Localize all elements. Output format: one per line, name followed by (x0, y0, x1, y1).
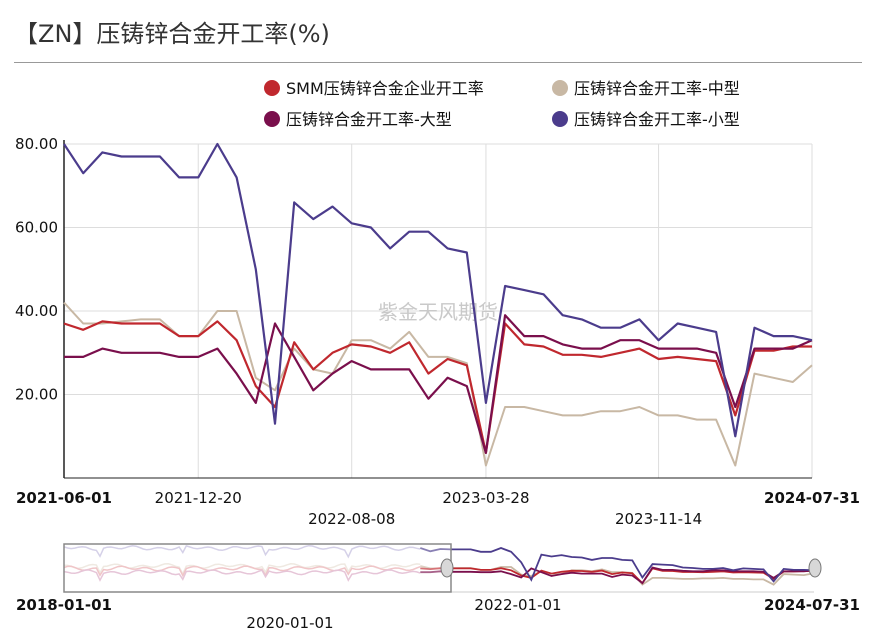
series-line-smm (63, 320, 812, 454)
navigator-series-small (420, 547, 815, 583)
navigator-handle-left[interactable] (440, 558, 454, 578)
legend-label-mid: 压铸锌合金开工率-中型 (574, 79, 740, 98)
legend-marker-mid[interactable] (552, 80, 568, 96)
navigator-history-small (63, 544, 421, 559)
y-tick-label: 20.00 (15, 386, 58, 404)
y-tick-label: 40.00 (15, 302, 58, 320)
legend-label-large: 压铸锌合金开工率-大型 (286, 110, 452, 129)
legend-marker-large[interactable] (264, 111, 280, 127)
legend-marker-smm[interactable] (264, 80, 280, 96)
x-tick-label: 2022-08-08 (308, 510, 395, 528)
navigator-series-smm (420, 567, 814, 585)
series-line-mid (63, 301, 813, 467)
navigator-tick-label: 2024-07-31 (764, 596, 860, 614)
y-tick-label: 60.00 (15, 219, 58, 237)
navigator-tick-label: 2018-01-01 (16, 596, 112, 614)
navigator-tick-label: 2020-01-01 (246, 614, 333, 632)
navigator-window[interactable] (63, 543, 452, 593)
navigator-tick-label: 2022-01-01 (474, 596, 561, 614)
x-tick-label: 2021-06-01 (16, 489, 112, 507)
navigator-history-large (63, 569, 421, 582)
y-tick-label: 80.00 (15, 135, 58, 153)
x-tick-label: 2023-11-14 (615, 510, 702, 528)
series-line-large (64, 314, 813, 454)
navigator-handle-right[interactable] (808, 558, 822, 578)
legend-label-smm: SMM压铸锌合金企业开工率 (286, 79, 484, 98)
x-tick-label: 2021-12-20 (155, 489, 242, 507)
chart-title: 【ZN】压铸锌合金开工率(%) (14, 20, 330, 48)
navigator-history-smm (63, 565, 421, 578)
legend-label-small: 压铸锌合金开工率-小型 (574, 110, 740, 129)
series-line-small (63, 142, 813, 438)
legend-marker-small[interactable] (552, 111, 568, 127)
navigator-series-large (420, 566, 815, 585)
watermark-text: 紫金天风期货 (378, 300, 498, 324)
title-divider (14, 62, 862, 63)
x-tick-label: 2023-03-28 (442, 489, 529, 507)
x-tick-label: 2024-07-31 (764, 489, 860, 507)
